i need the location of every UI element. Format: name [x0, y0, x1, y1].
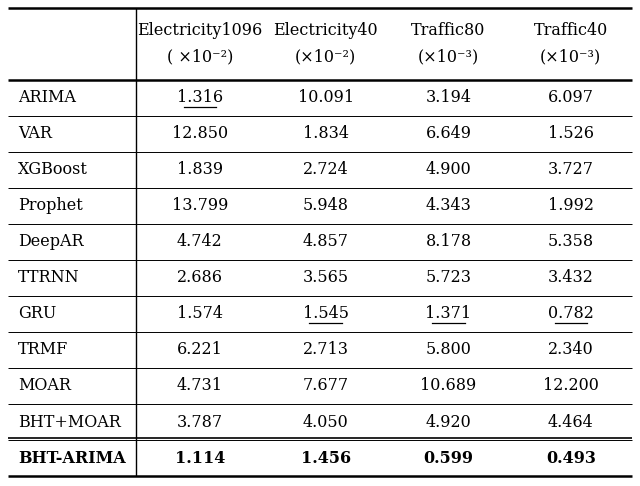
Text: 10.689: 10.689: [420, 378, 477, 395]
Text: 12.850: 12.850: [172, 125, 228, 142]
Text: 10.091: 10.091: [298, 89, 354, 106]
Text: 7.677: 7.677: [303, 378, 349, 395]
Text: 4.742: 4.742: [177, 233, 223, 250]
Text: 0.493: 0.493: [546, 450, 596, 467]
Text: GRU: GRU: [18, 306, 56, 323]
Text: 12.200: 12.200: [543, 378, 599, 395]
Text: 4.731: 4.731: [177, 378, 223, 395]
Text: 6.649: 6.649: [426, 125, 472, 142]
Text: 1.456: 1.456: [301, 450, 351, 467]
Text: (×10⁻³): (×10⁻³): [540, 49, 602, 66]
Text: VAR: VAR: [18, 125, 52, 142]
Text: 2.340: 2.340: [548, 342, 594, 359]
Text: 5.358: 5.358: [548, 233, 594, 250]
Text: BHT+MOAR: BHT+MOAR: [18, 414, 121, 431]
Text: DeepAR: DeepAR: [18, 233, 84, 250]
Text: ARIMA: ARIMA: [18, 89, 76, 106]
Text: Electricity40: Electricity40: [273, 22, 378, 39]
Text: 3.727: 3.727: [548, 161, 594, 178]
Text: 3.194: 3.194: [426, 89, 472, 106]
Text: 1.316: 1.316: [177, 89, 223, 106]
Text: 6.097: 6.097: [548, 89, 594, 106]
Text: 3.787: 3.787: [177, 414, 223, 431]
Text: 0.599: 0.599: [424, 450, 474, 467]
Text: Traffic80: Traffic80: [412, 22, 486, 39]
Text: 6.221: 6.221: [177, 342, 223, 359]
Text: 2.724: 2.724: [303, 161, 349, 178]
Text: 1.992: 1.992: [548, 197, 594, 214]
Text: 1.839: 1.839: [177, 161, 223, 178]
Text: 4.343: 4.343: [426, 197, 472, 214]
Text: 2.713: 2.713: [303, 342, 349, 359]
Text: 1.114: 1.114: [175, 450, 225, 467]
Text: 4.900: 4.900: [426, 161, 472, 178]
Text: 4.920: 4.920: [426, 414, 472, 431]
Text: 13.799: 13.799: [172, 197, 228, 214]
Text: 5.800: 5.800: [426, 342, 472, 359]
Text: 3.565: 3.565: [303, 270, 349, 287]
Text: 5.723: 5.723: [426, 270, 472, 287]
Text: ( ×10⁻²): ( ×10⁻²): [166, 49, 233, 66]
Text: TRMF: TRMF: [18, 342, 68, 359]
Text: (×10⁻³): (×10⁻³): [418, 49, 479, 66]
Text: Electricity1096: Electricity1096: [137, 22, 262, 39]
Text: BHT-ARIMA: BHT-ARIMA: [18, 450, 125, 467]
Text: (×10⁻²): (×10⁻²): [295, 49, 356, 66]
Text: 0.782: 0.782: [548, 306, 594, 323]
Text: 4.857: 4.857: [303, 233, 349, 250]
Text: 4.050: 4.050: [303, 414, 349, 431]
Text: 1.574: 1.574: [177, 306, 223, 323]
Text: 3.432: 3.432: [548, 270, 594, 287]
Text: 8.178: 8.178: [426, 233, 472, 250]
Text: MOAR: MOAR: [18, 378, 71, 395]
Text: TTRNN: TTRNN: [18, 270, 79, 287]
Text: 1.371: 1.371: [426, 306, 472, 323]
Text: Prophet: Prophet: [18, 197, 83, 214]
Text: 1.545: 1.545: [303, 306, 349, 323]
Text: 5.948: 5.948: [303, 197, 349, 214]
Text: Traffic40: Traffic40: [534, 22, 608, 39]
Text: 1.526: 1.526: [548, 125, 594, 142]
Text: 1.834: 1.834: [303, 125, 349, 142]
Text: 4.464: 4.464: [548, 414, 594, 431]
Text: 2.686: 2.686: [177, 270, 223, 287]
Text: XGBoost: XGBoost: [18, 161, 88, 178]
